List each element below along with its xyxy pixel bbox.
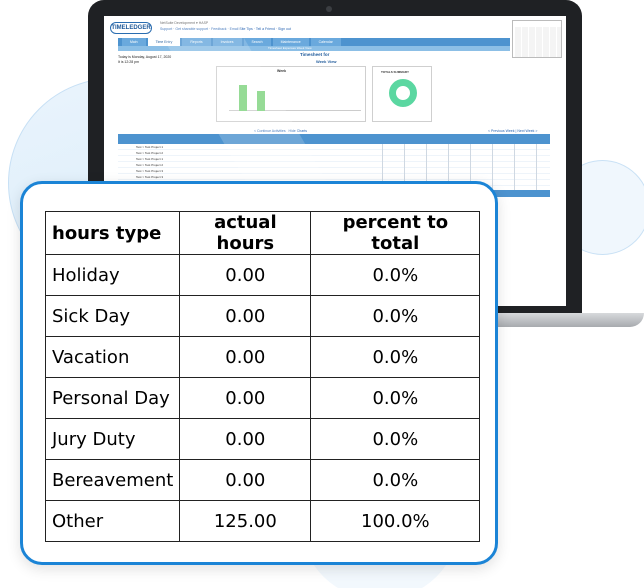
actual-hours-cell: 0.00 [179, 459, 312, 501]
table-row: Personal Day 0.00 0.0% [44, 377, 481, 419]
percent-cell: 0.0% [310, 295, 481, 337]
header-account-text: NetSuite Development ▾ HASP [160, 21, 209, 25]
table-row: Vacation 0.00 0.0% [44, 336, 481, 378]
today-date: Today is Monday, August 17, 2020 It is 1… [118, 55, 171, 65]
timesheet-row-label: Test > Test Project 3 [136, 175, 164, 179]
tab-invoices[interactable]: Invoices [212, 38, 242, 46]
timesheet-grid-header [118, 134, 550, 144]
timesheet-for-label: Timesheet for [300, 52, 330, 57]
week-navigation-links[interactable]: < Previous Week | Next Week > [488, 129, 538, 133]
timesheet-row-label: Test > Test Project 2 [136, 151, 164, 155]
mini-calendar[interactable] [512, 20, 562, 58]
mini-calendar-grid[interactable] [515, 27, 561, 57]
timesheet-row-label: Test > Test Project 3 [136, 169, 164, 173]
table-row: Bereavement 0.00 0.0% [44, 459, 481, 501]
hours-type-cell: Jury Duty [44, 418, 181, 460]
today-line-date: Today is Monday, August 17, 2020 [118, 55, 172, 59]
laptop-camera [326, 6, 332, 12]
column-header-actual-hours: actual hours [179, 211, 312, 255]
percent-cell: 0.0% [310, 254, 481, 296]
tab-time-entry[interactable]: Time Entry [147, 38, 181, 46]
tab-calendar[interactable]: Calendar [310, 38, 341, 46]
timeledger-logo[interactable]: TIMELEDGER [110, 22, 152, 34]
totals-summary-chart: TOTALS SUMMARY [372, 66, 432, 122]
tab-reports[interactable]: Reports [182, 38, 211, 46]
week-chart-title: Week [277, 69, 287, 73]
continue-activities-link[interactable]: < Continue Activities [254, 129, 286, 133]
main-tabs: Main Time Entry Reports Invoices Search … [118, 38, 510, 46]
actual-hours-cell: 0.00 [179, 295, 312, 337]
week-chart-bar [239, 85, 247, 111]
chart-links[interactable]: < Continue Activities Hide Charts [254, 129, 307, 133]
totals-donut [389, 79, 417, 107]
hours-summary-table: hours type actual hours percent to total… [44, 211, 481, 542]
percent-cell: 0.0% [310, 336, 481, 378]
table-row: Other 125.00 100.0% [44, 500, 481, 542]
table-header-row: hours type actual hours percent to total [44, 211, 481, 255]
hours-type-cell: Other [44, 500, 181, 542]
table-row: Jury Duty 0.00 0.0% [44, 418, 481, 460]
week-chart-bar [257, 91, 265, 111]
percent-cell: 0.0% [310, 459, 481, 501]
actual-hours-cell: 125.00 [179, 500, 312, 542]
sub-navigation[interactable]: Timesheet Expenses Week View [118, 46, 510, 51]
column-header-hours-type: hours type [44, 211, 181, 255]
tab-main[interactable]: Main [122, 38, 146, 46]
actual-hours-cell: 0.00 [179, 254, 312, 296]
actual-hours-cell: 0.00 [179, 377, 312, 419]
week-view-label: Week View [316, 59, 337, 64]
table-row: Sick Day 0.00 0.0% [44, 295, 481, 337]
header-links[interactable]: Support · Get sharable support · Feedbac… [160, 27, 291, 31]
tab-search[interactable]: Search [243, 38, 271, 46]
week-bar-chart: Week [216, 66, 366, 122]
totals-summary-title: TOTALS SUMMARY [381, 70, 409, 74]
actual-hours-cell: 0.00 [179, 336, 312, 378]
hours-type-cell: Bereavement [44, 459, 181, 501]
column-header-percent-to-total: percent to total [310, 211, 481, 255]
timesheet-row-label: Test > Test Project 1 [136, 145, 164, 149]
hours-type-cell: Holiday [44, 254, 181, 296]
percent-cell: 0.0% [310, 377, 481, 419]
hours-type-cell: Personal Day [44, 377, 181, 419]
table-row: Holiday 0.00 0.0% [44, 254, 481, 296]
week-chart-axis [229, 110, 361, 111]
hours-type-cell: Vacation [44, 336, 181, 378]
today-line-time: It is 12:28 pm [118, 60, 140, 64]
hours-type-cell: Sick Day [44, 295, 181, 337]
timesheet-row-label: Test > Test Project 2 [136, 163, 164, 167]
hide-charts-link[interactable]: Hide Charts [288, 129, 308, 133]
actual-hours-cell: 0.00 [179, 418, 312, 460]
hours-summary-card: hours type actual hours percent to total… [20, 181, 498, 565]
percent-cell: 100.0% [310, 500, 481, 542]
percent-cell: 0.0% [310, 418, 481, 460]
tab-maintenance[interactable]: Maintenance [272, 38, 309, 46]
timesheet-row-label: Test > Test Project 1 [136, 157, 164, 161]
